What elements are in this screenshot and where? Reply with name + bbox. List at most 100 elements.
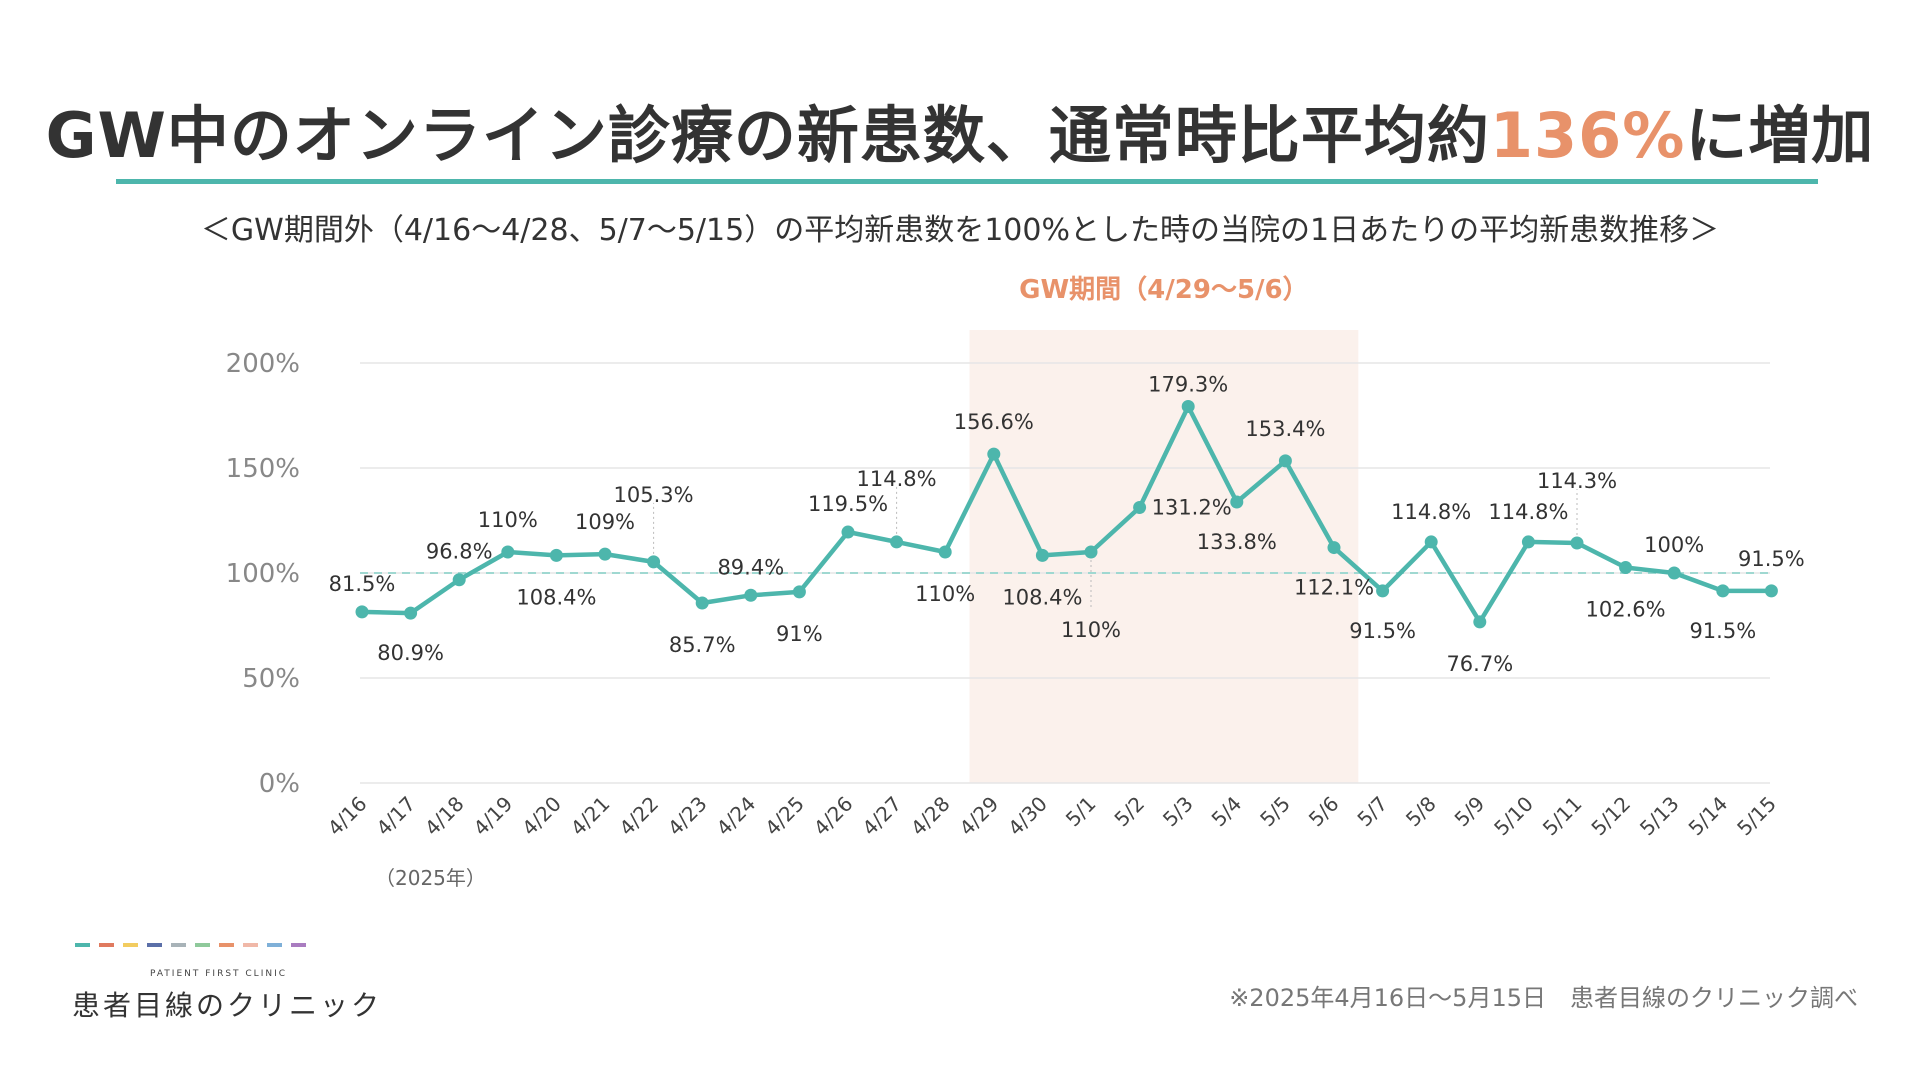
x-tick-label: 5/8 <box>1401 792 1441 832</box>
x-tick-label: 5/11 <box>1538 792 1587 841</box>
brand-dash <box>291 943 306 947</box>
y-tick-label: 200% <box>226 349 300 379</box>
data-label: 119.5% <box>808 492 888 516</box>
data-label: 81.5% <box>329 572 396 596</box>
line-chart: GW期間（4/29〜5/6） 81.5% 80.9% 96.8% 110% 108.4%… <box>226 275 1805 890</box>
data-label: 156.6% <box>954 410 1034 434</box>
x-tick-label: 4/27 <box>857 792 906 841</box>
x-tick-label: 4/21 <box>566 792 615 841</box>
data-point <box>792 585 806 599</box>
data-label: 91% <box>776 622 823 646</box>
data-point <box>1716 584 1730 598</box>
data-point <box>987 447 1001 461</box>
data-point <box>1619 561 1633 575</box>
x-tick-label: 5/2 <box>1109 792 1149 832</box>
x-tick-label: 5/4 <box>1207 792 1247 832</box>
data-point <box>1473 615 1487 629</box>
series-line <box>361 404 1772 625</box>
x-tick-label: 4/28 <box>906 792 955 841</box>
x-tick-label: 5/5 <box>1255 792 1295 832</box>
x-tick-label: 5/7 <box>1352 792 1392 832</box>
data-point <box>404 606 418 620</box>
data-point <box>355 605 369 619</box>
data-point <box>598 547 612 561</box>
x-tick-label: 4/26 <box>809 792 858 841</box>
data-point <box>1230 495 1244 509</box>
data-label: 80.9% <box>377 641 444 665</box>
data-label: 89.4% <box>717 555 784 579</box>
data-label: 110% <box>1061 618 1121 642</box>
brand-dash <box>219 943 234 947</box>
brand-dash <box>147 943 162 947</box>
x-tick-label: 5/1 <box>1061 792 1101 832</box>
x-tick-label: 4/30 <box>1003 792 1052 841</box>
y-tick-label: 0% <box>259 769 300 799</box>
data-label: 133.8% <box>1197 530 1277 554</box>
y-tick-label: 100% <box>226 559 300 589</box>
data-label: 153.4% <box>1245 417 1325 441</box>
x-tick-label: 5/12 <box>1586 792 1635 841</box>
x-tick-label: 5/14 <box>1684 792 1733 841</box>
data-label: 114.8% <box>857 467 937 491</box>
x-tick-label: 4/24 <box>712 792 761 841</box>
data-label: 114.8% <box>1488 500 1568 524</box>
brand-dash <box>171 943 186 947</box>
data-point <box>1327 541 1341 555</box>
data-label: 109% <box>575 510 635 534</box>
data-point <box>1570 536 1584 550</box>
data-label: 179.3% <box>1148 372 1228 396</box>
data-point <box>1764 584 1778 598</box>
page-title: GW中のオンライン診療の新患数、通常時比平均約136%に増加 <box>0 85 1920 175</box>
data-point <box>549 548 563 562</box>
data-label: 96.8% <box>426 540 493 564</box>
x-tick-label: 5/10 <box>1489 792 1538 841</box>
data-label: 105.3% <box>614 483 694 507</box>
data-label: 112.1% <box>1294 576 1374 600</box>
data-label: 110% <box>478 508 538 532</box>
x-tick-label: 5/3 <box>1158 792 1198 832</box>
data-point <box>1424 535 1438 549</box>
data-label: 110% <box>915 582 975 606</box>
x-tick-label: 5/6 <box>1304 792 1344 832</box>
x-tick-label: 4/19 <box>469 792 518 841</box>
data-label: 91.5% <box>1738 547 1805 571</box>
y-tick-label: 50% <box>242 664 300 694</box>
data-point <box>1521 535 1535 549</box>
data-point <box>1278 454 1292 468</box>
title-suffix: に増加 <box>1685 99 1875 172</box>
data-point <box>1133 500 1147 514</box>
brand-tagline: PATIENT FIRST CLINIC <box>150 969 288 979</box>
chart-subtitle: ＜GW期間外（4/16〜4/28、5/7〜5/15）の平均新患数を100%とした… <box>200 213 1720 248</box>
data-point <box>1376 584 1390 598</box>
data-point <box>1181 399 1195 413</box>
brand-dash <box>99 943 114 947</box>
data-label: 85.7% <box>669 633 736 657</box>
x-tick-label: 5/15 <box>1732 792 1781 841</box>
x-tick-label: 4/23 <box>663 792 712 841</box>
data-label: 114.3% <box>1537 469 1617 493</box>
x-tick-label: 4/22 <box>614 792 663 841</box>
x-tick-label: 4/25 <box>760 792 809 841</box>
brand-dash <box>195 943 210 947</box>
x-tick-label: 4/16 <box>323 792 372 841</box>
brand-dash <box>75 943 90 947</box>
data-point <box>938 545 952 559</box>
data-label: 108.4% <box>516 585 596 609</box>
data-point <box>841 525 855 539</box>
data-point <box>695 596 709 610</box>
title-prefix: GW中のオンライン診療の新患数、通常時比平均約 <box>45 99 1490 172</box>
title-highlight: 136% <box>1489 99 1686 172</box>
data-label: 102.6% <box>1586 598 1666 622</box>
source-footnote: ※2025年4月16日〜5月15日 患者目線のクリニック調べ <box>1229 984 1858 1012</box>
y-tick-label: 150% <box>226 454 300 484</box>
x-tick-label: 4/29 <box>955 792 1004 841</box>
data-point <box>452 573 466 587</box>
gw-period-label: GW期間（4/29〜5/6） <box>1019 275 1308 305</box>
data-label: 91.5% <box>1349 619 1416 643</box>
data-label: 100% <box>1644 533 1704 557</box>
brand-logo-text: 患者目線のクリニック <box>72 989 383 1022</box>
data-label: 91.5% <box>1689 619 1756 643</box>
data-label: 131.2% <box>1152 495 1232 519</box>
data-point <box>501 545 515 559</box>
brand-dash <box>243 943 258 947</box>
